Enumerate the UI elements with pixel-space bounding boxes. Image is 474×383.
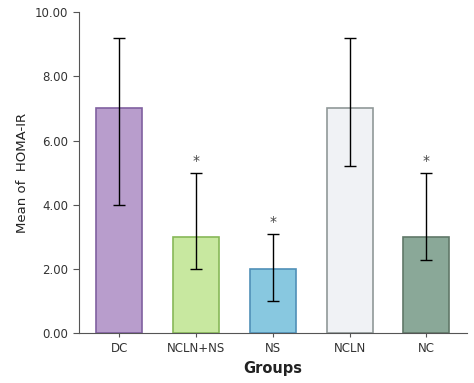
Bar [327,108,373,334]
Text: *: * [269,215,276,229]
Text: *: * [192,154,200,168]
Y-axis label: Mean of  HOMA-IR: Mean of HOMA-IR [17,113,29,233]
Text: *: * [423,154,430,168]
Bar [403,237,449,334]
Bar [96,108,143,334]
X-axis label: Groups: Groups [244,361,302,376]
Bar [250,269,296,334]
Bar [173,237,219,334]
